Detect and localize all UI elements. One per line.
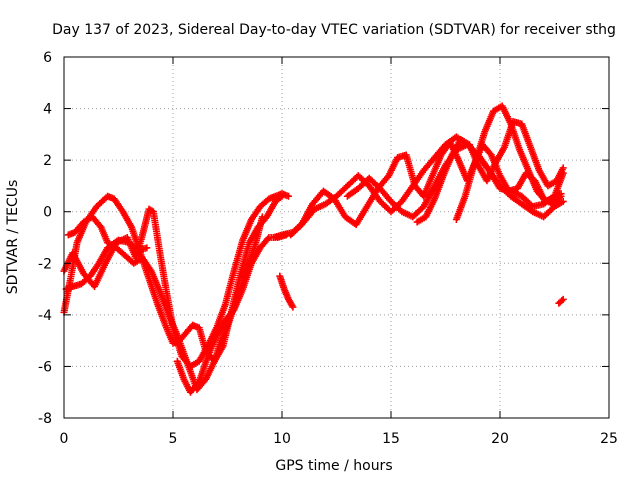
- y-tick-label: -4: [38, 308, 52, 324]
- series-arc-12: [555, 295, 567, 307]
- y-tick-label: -8: [38, 411, 52, 427]
- data-point: [559, 295, 567, 303]
- x-tick-label: 5: [169, 431, 178, 447]
- y-tick-label: 4: [43, 102, 52, 118]
- y-axis-label: SDTVAR / TECUs: [5, 180, 21, 295]
- axis-ticks: 0 5 10 15 20 25 -8 -6 -4 -2 0 2 4 6: [38, 50, 618, 447]
- series-arc-4: [62, 236, 151, 293]
- y-tick-label: -6: [38, 359, 52, 375]
- data-point: [557, 192, 565, 200]
- x-tick-label: 10: [273, 431, 291, 447]
- series-arc-10: [413, 117, 567, 226]
- data-point: [258, 213, 266, 221]
- series-arc-5: [173, 231, 290, 396]
- y-tick-label: 2: [43, 153, 52, 169]
- data-point: [264, 235, 272, 243]
- y-tick-label: -2: [38, 256, 52, 272]
- plot-border: [63, 56, 610, 419]
- x-tick-label: 25: [600, 431, 618, 447]
- data-point: [558, 297, 566, 305]
- data-point: [559, 164, 567, 172]
- series-arc-11: [452, 141, 565, 223]
- x-tick-label: 0: [60, 431, 69, 447]
- y-tick-label: 6: [43, 50, 52, 66]
- x-axis-label: GPS time / hours: [275, 458, 392, 474]
- x-tick-label: 20: [491, 431, 509, 447]
- data-point: [559, 197, 567, 205]
- chart-title: Day 137 of 2023, Sidereal Day-to-day VTE…: [52, 22, 616, 38]
- series-arc-6: [276, 272, 297, 311]
- data-point: [556, 194, 564, 202]
- y-tick-label: 0: [43, 205, 52, 221]
- x-tick-label: 15: [382, 431, 400, 447]
- grid: [64, 57, 609, 418]
- data-point: [285, 192, 293, 200]
- data-point: [289, 303, 297, 311]
- data-point: [143, 244, 151, 252]
- data-points: [60, 102, 567, 396]
